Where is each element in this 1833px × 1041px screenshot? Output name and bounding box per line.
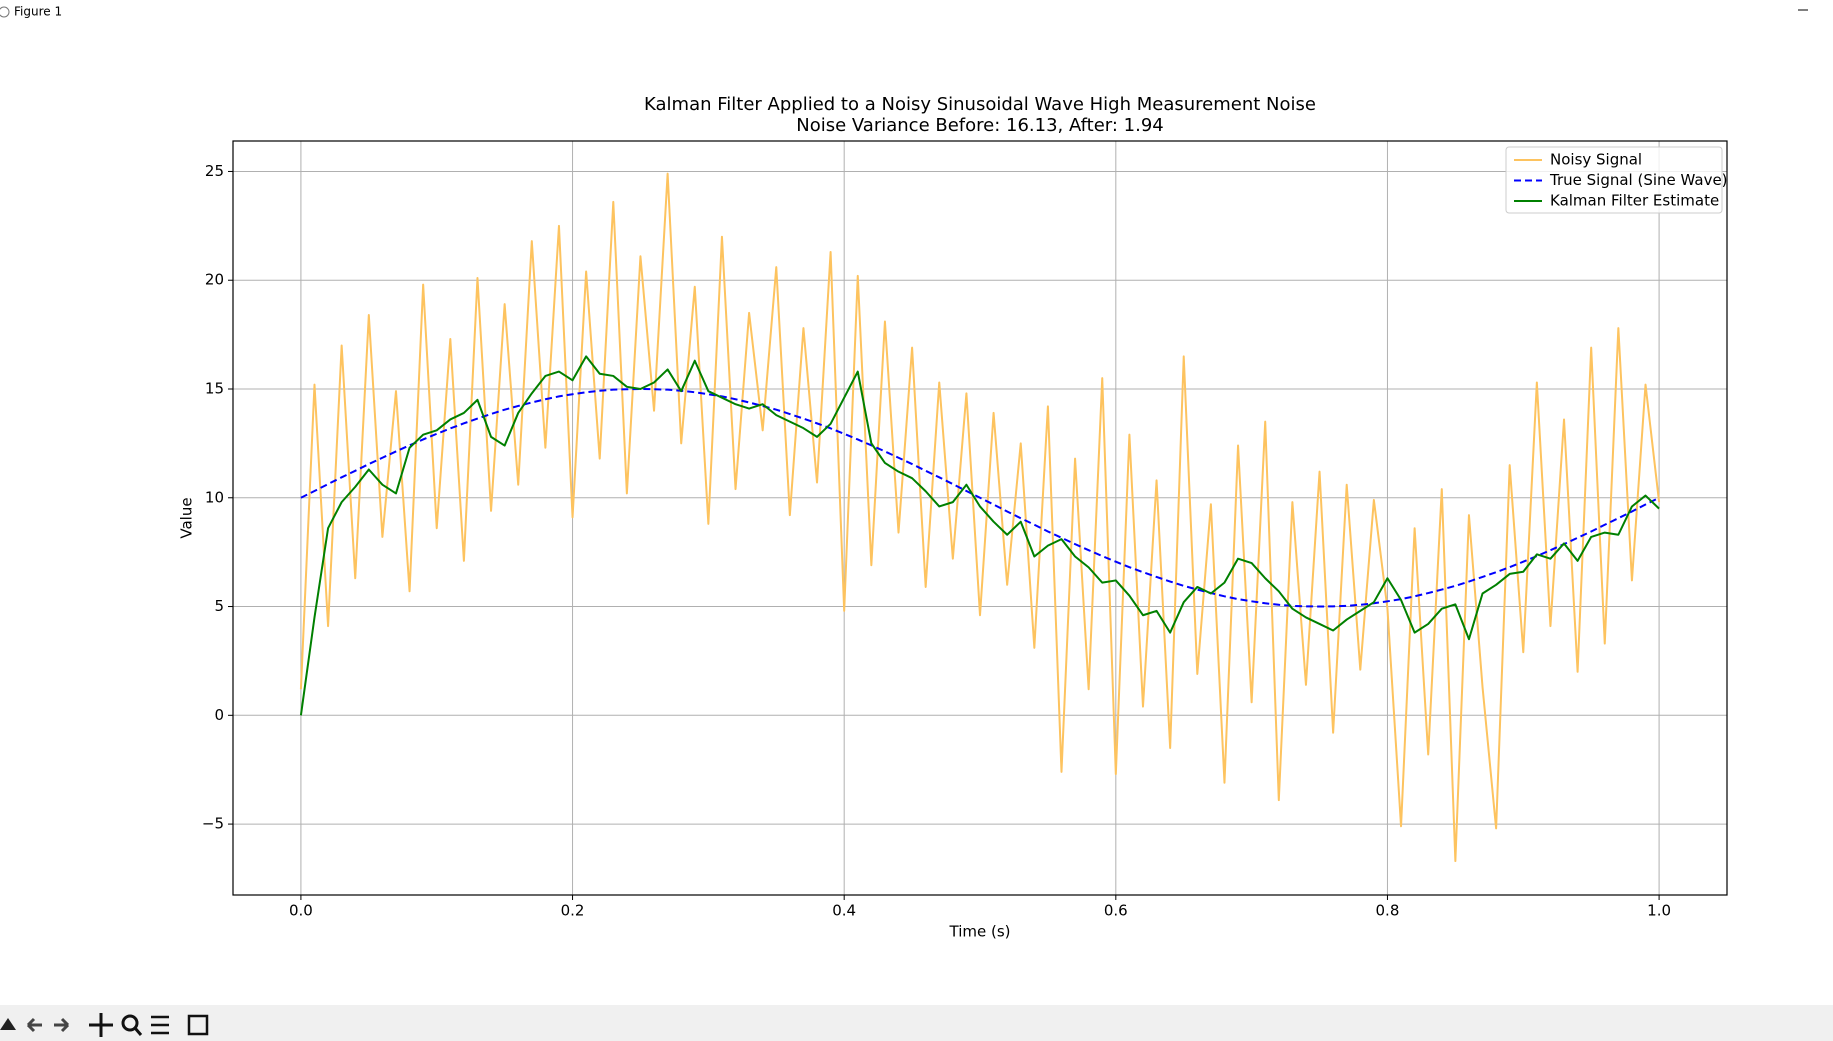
- x-tick-label: 0.6: [1104, 902, 1128, 920]
- axes-frame: [232, 140, 1728, 896]
- legend-label: Kalman Filter Estimate: [1550, 192, 1719, 210]
- pan-button[interactable]: [89, 1013, 113, 1037]
- x-tick-label: 1.0: [1647, 902, 1671, 920]
- chart-title: Kalman Filter Applied to a Noisy Sinusoi…: [644, 94, 1316, 115]
- series-line: [299, 172, 1661, 863]
- y-tick-label: −5: [202, 815, 224, 833]
- x-tick-label: 0.4: [832, 902, 856, 920]
- legend-label: True Signal (Sine Wave): [1549, 171, 1728, 189]
- chart-subtitle: Noise Variance Before: 16.13, After: 1.9…: [796, 115, 1164, 136]
- legend-box: [1505, 146, 1723, 214]
- y-tick-label: 5: [214, 597, 224, 615]
- y-tick-label: 20: [205, 271, 224, 289]
- plot-area: 0.0 0.2 0.4 0.6 0.8 1.0 −5 0 5 10 15 20 25: [202, 141, 1727, 920]
- home-button[interactable]: [0, 1018, 16, 1030]
- x-tick-label: 0.8: [1376, 902, 1400, 920]
- toolbar: [0, 1005, 1833, 1041]
- x-tick-label: 0.2: [561, 902, 585, 920]
- y-tick-label: 15: [205, 379, 224, 397]
- legend: Noisy Signal True Signal (Sine Wave) Kalma…: [1505, 146, 1728, 214]
- window-title: Figure 1: [14, 5, 62, 19]
- save-button[interactable]: [187, 1014, 209, 1036]
- app-icon: [0, 6, 10, 18]
- forward-button[interactable]: [54, 1017, 70, 1033]
- x-tick-label: 0.0: [289, 902, 313, 920]
- zoom-button[interactable]: [121, 1014, 143, 1036]
- toolbar-background: [0, 1005, 1833, 1041]
- series-line: [300, 388, 1660, 608]
- legend-label: Noisy Signal: [1550, 151, 1642, 169]
- y-tick-label: 0: [214, 706, 224, 724]
- title-bar: [0, 0, 1833, 26]
- configure-button[interactable]: [151, 1015, 169, 1035]
- y-axis-label: Value: [178, 497, 196, 538]
- y-tick-label: 10: [205, 488, 224, 506]
- back-button[interactable]: [26, 1017, 42, 1033]
- y-tick-label: 25: [205, 162, 224, 180]
- series-line: [299, 355, 1660, 716]
- x-axis-label: Time (s): [949, 923, 1011, 941]
